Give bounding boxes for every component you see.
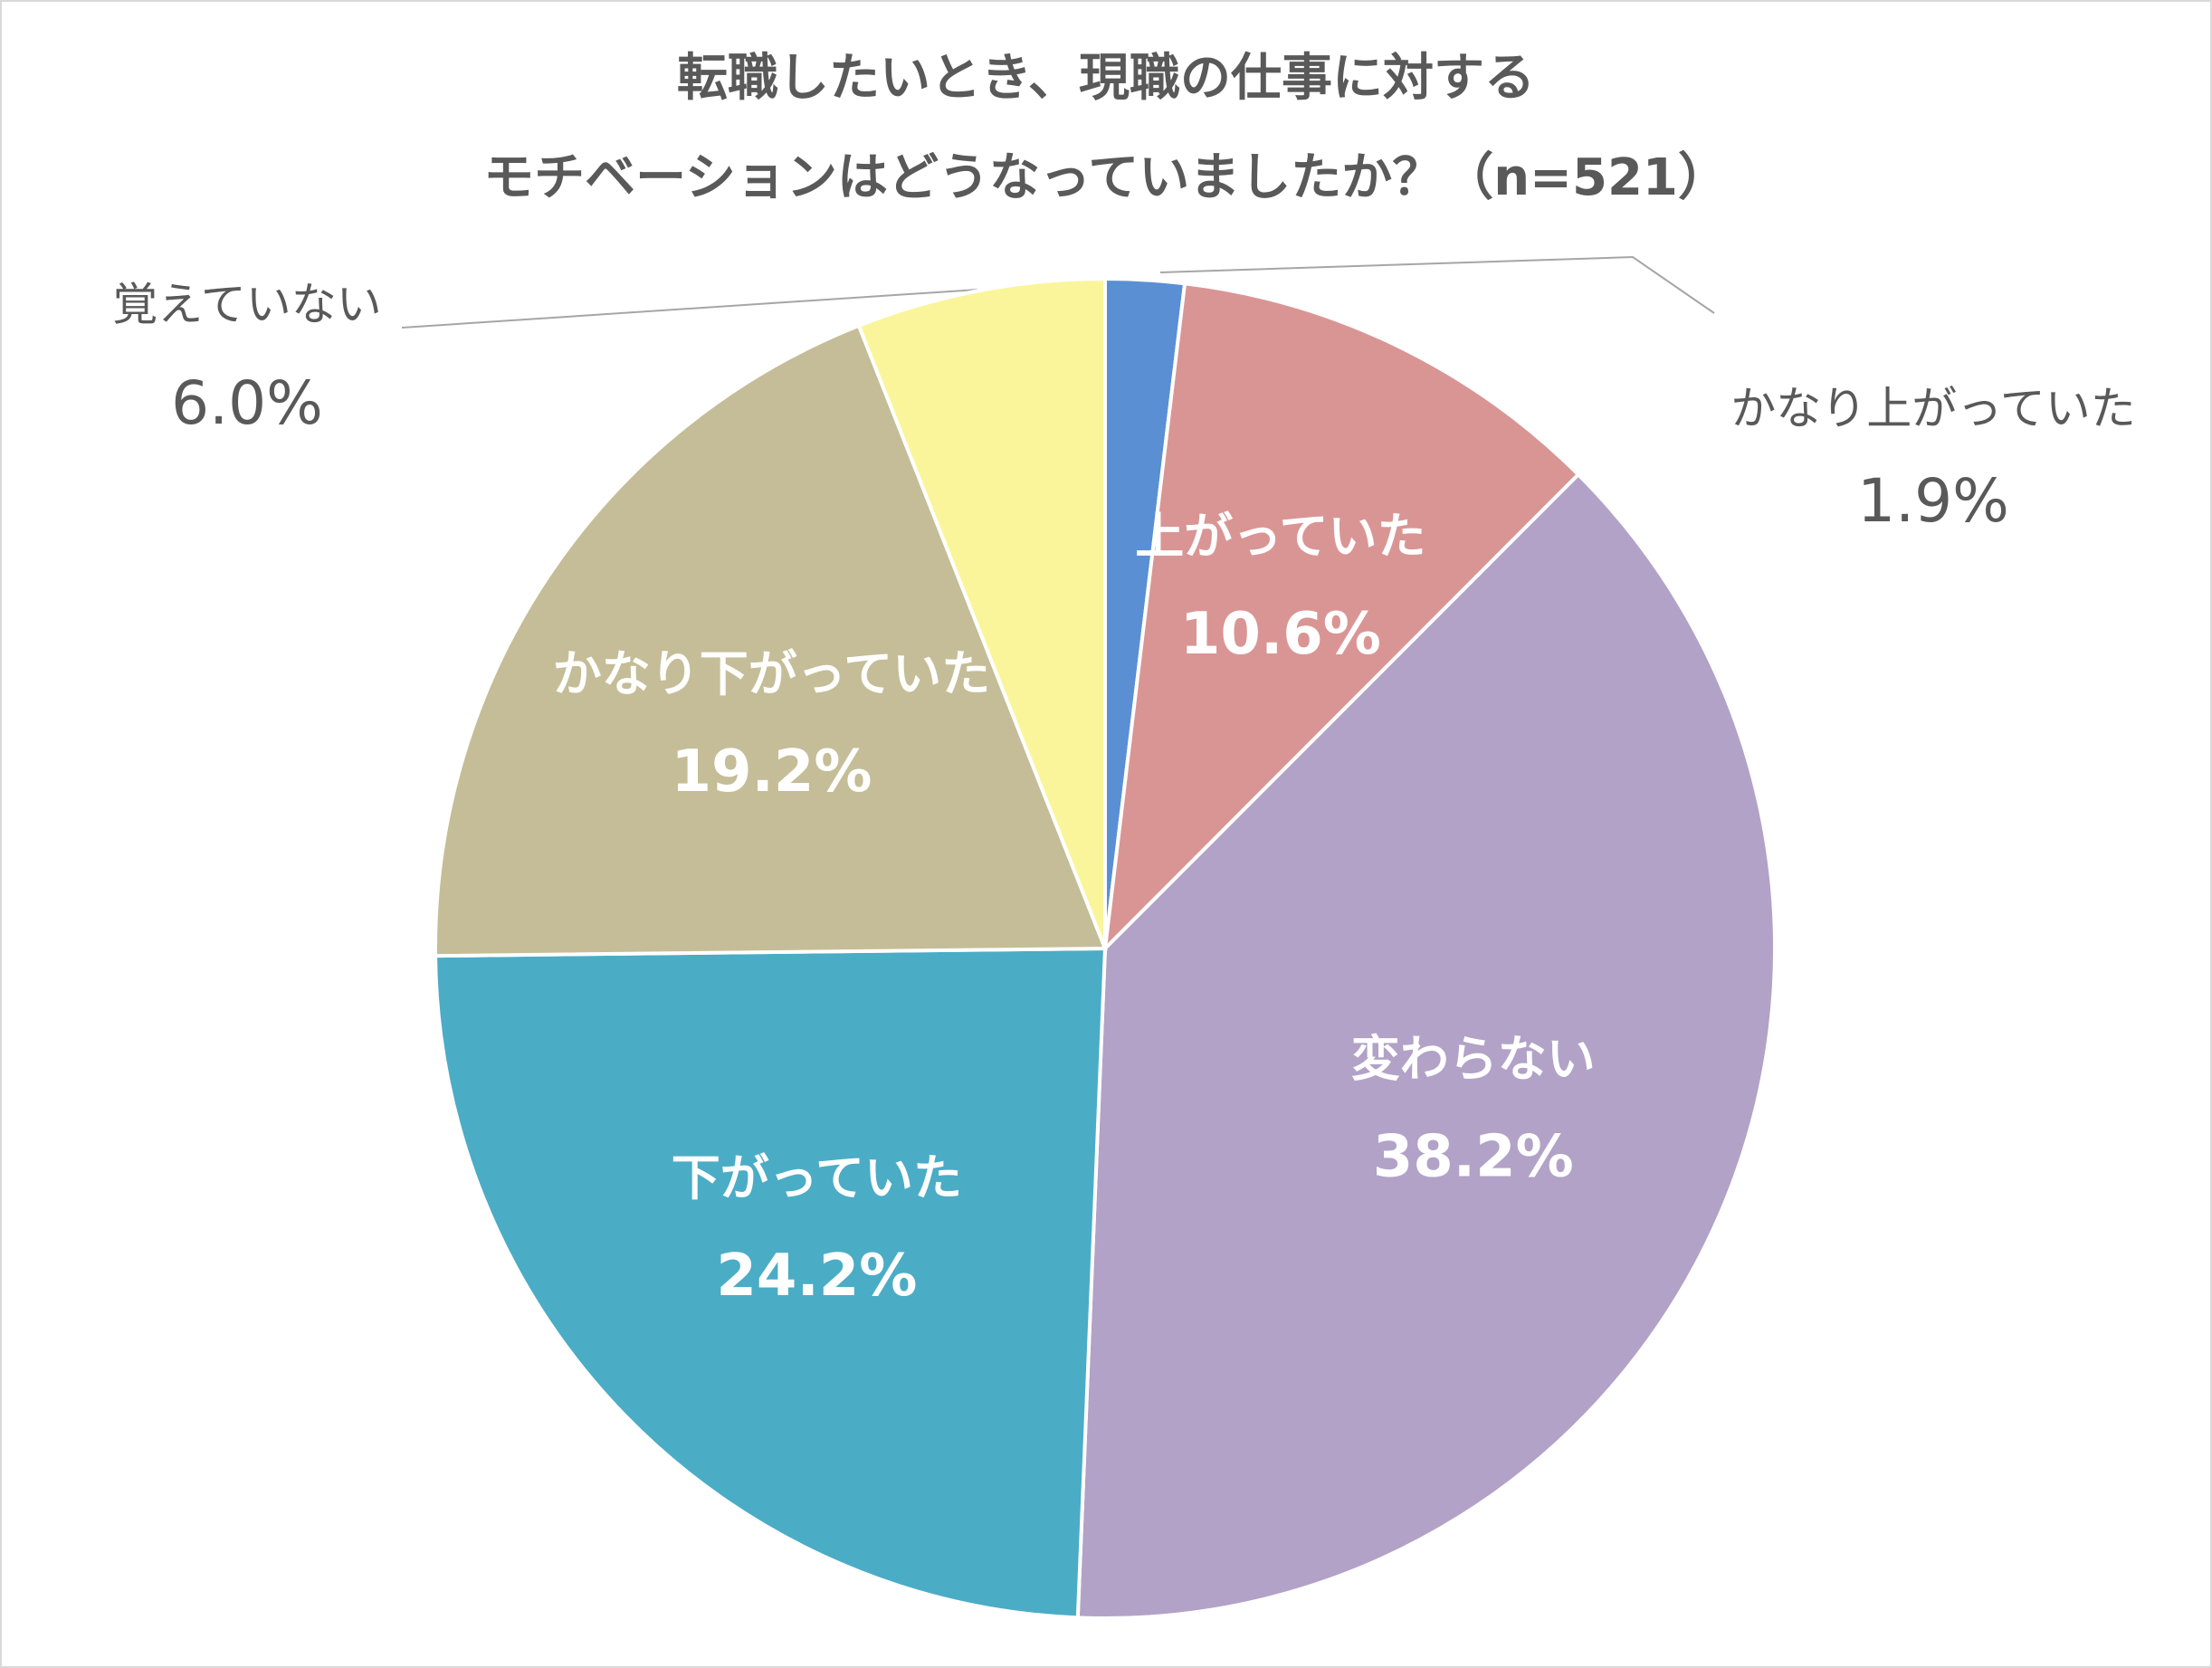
pie-slice bbox=[1075, 472, 1777, 1620]
value-label: 10.6% bbox=[1180, 601, 1381, 668]
slice-label: 覚えていない bbox=[112, 279, 382, 331]
pie-slice bbox=[434, 323, 1108, 958]
value-label: 38.2% bbox=[1373, 1124, 1574, 1191]
pie-slice bbox=[856, 276, 1107, 949]
slice-label: 変わらない bbox=[1351, 1031, 1596, 1088]
slice-label: 上がっていた bbox=[1135, 508, 1425, 565]
value-label: 1.9% bbox=[1857, 466, 2009, 536]
slice-label: かなり上がっていた bbox=[1731, 383, 2136, 435]
slice-label: かなり下がっていた bbox=[553, 645, 990, 702]
leader-line bbox=[1159, 255, 1715, 314]
value-label: 24.2% bbox=[716, 1243, 917, 1310]
slice-label: 下がっていた bbox=[672, 1149, 962, 1206]
value-label: 6.0% bbox=[171, 368, 323, 438]
chart-title: モチベーションはどうなっていましたか？（n=521） bbox=[483, 148, 1729, 207]
value-label: 19.2% bbox=[671, 739, 872, 805]
chart-title: 転職したいとき、現職の仕事に対する bbox=[677, 49, 1535, 108]
pie-slice bbox=[1102, 281, 1581, 954]
pie-slice bbox=[434, 946, 1108, 1620]
leader-line bbox=[401, 289, 978, 329]
